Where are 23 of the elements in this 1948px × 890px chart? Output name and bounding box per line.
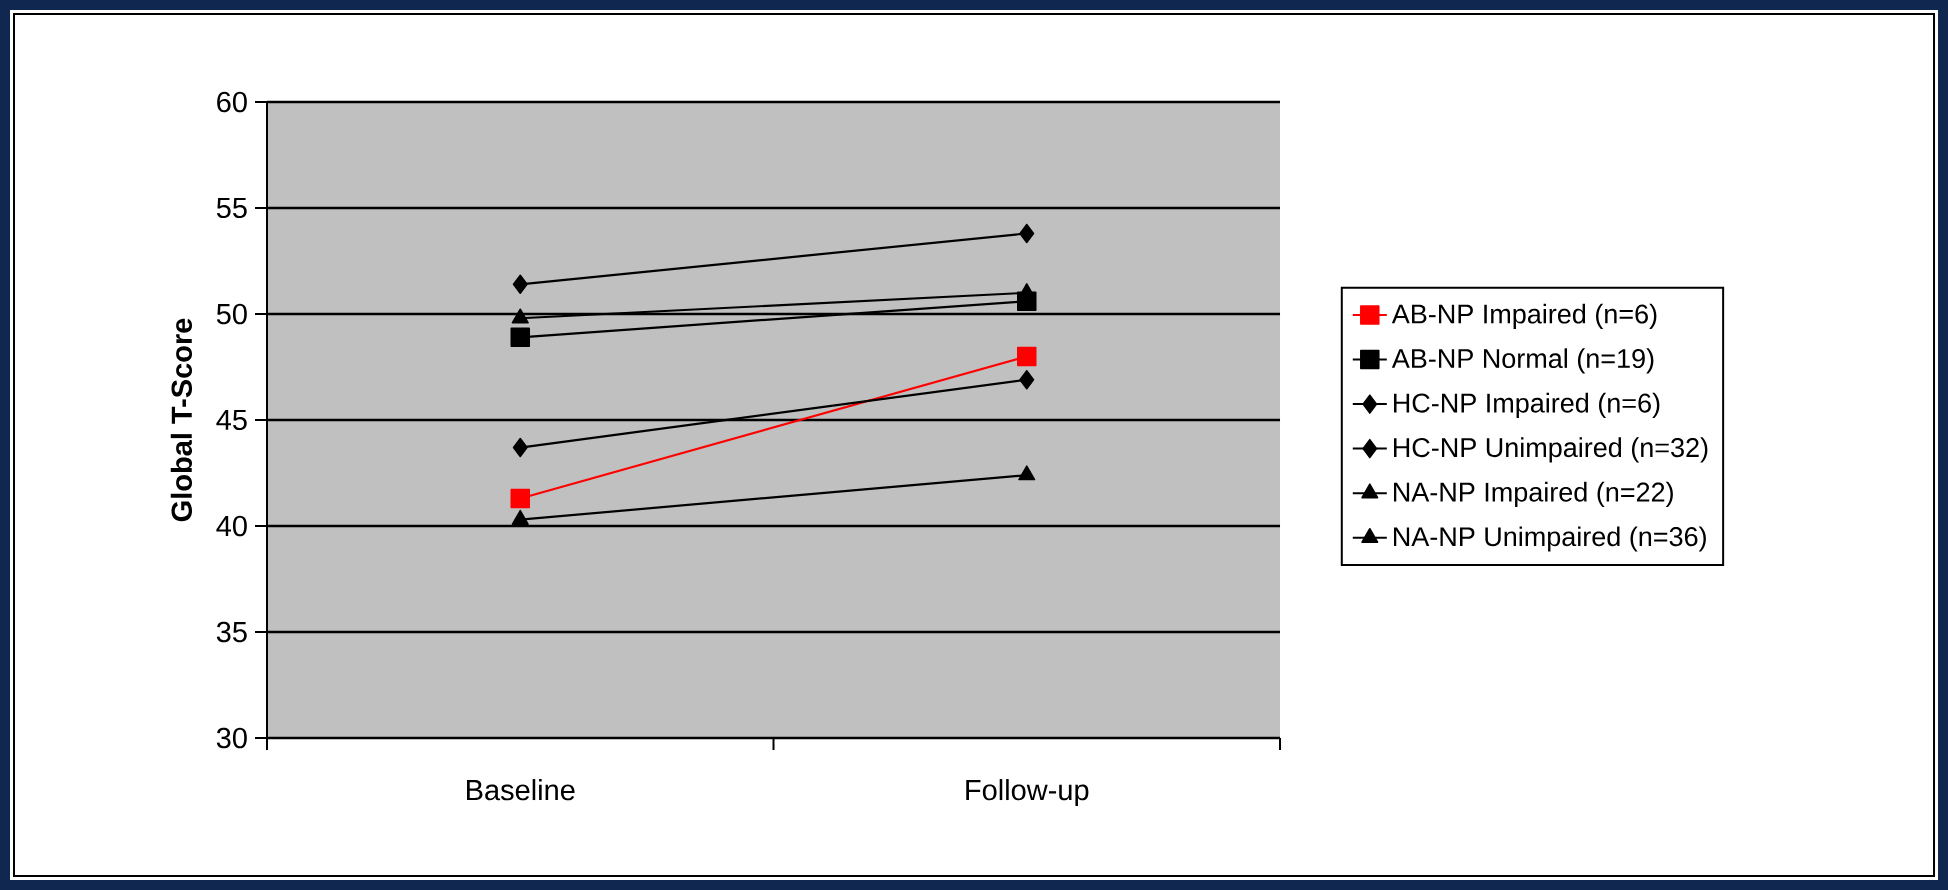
point (510, 488, 531, 509)
y-tick-label: 35 (216, 621, 247, 643)
x-tick-label: Follow-up (966, 779, 1089, 807)
legend-label: AB-NP Impaired (n=6) (1391, 303, 1657, 329)
y-tick-label: 50 (216, 303, 247, 325)
y-axis-title: Global T-Score (170, 318, 193, 522)
legend-label: NA-NP Impaired (n=22) (1394, 481, 1673, 508)
point (1019, 223, 1035, 244)
y-tick-label: 55 (216, 197, 247, 219)
y-tick-label: 45 (216, 409, 247, 431)
point (512, 437, 528, 458)
x-tick-label: Baseline (467, 779, 575, 801)
y-tick-label: 60 (217, 91, 247, 113)
legend-label: HC-NP Impaired (n=6) (1394, 392, 1660, 418)
point (1019, 369, 1035, 390)
legend-label: NA-NP Unimpaired (n=36) (1394, 526, 1706, 552)
y-tick-label: 30 (216, 727, 247, 749)
point (512, 274, 528, 295)
y-tick-label: 40 (216, 515, 247, 537)
legend-label: AB-NP Normal (n=19) (1391, 348, 1654, 374)
legend-label: HC-NP Unimpaired (n=32) (1394, 437, 1708, 463)
point (1017, 346, 1037, 367)
point (510, 327, 531, 348)
